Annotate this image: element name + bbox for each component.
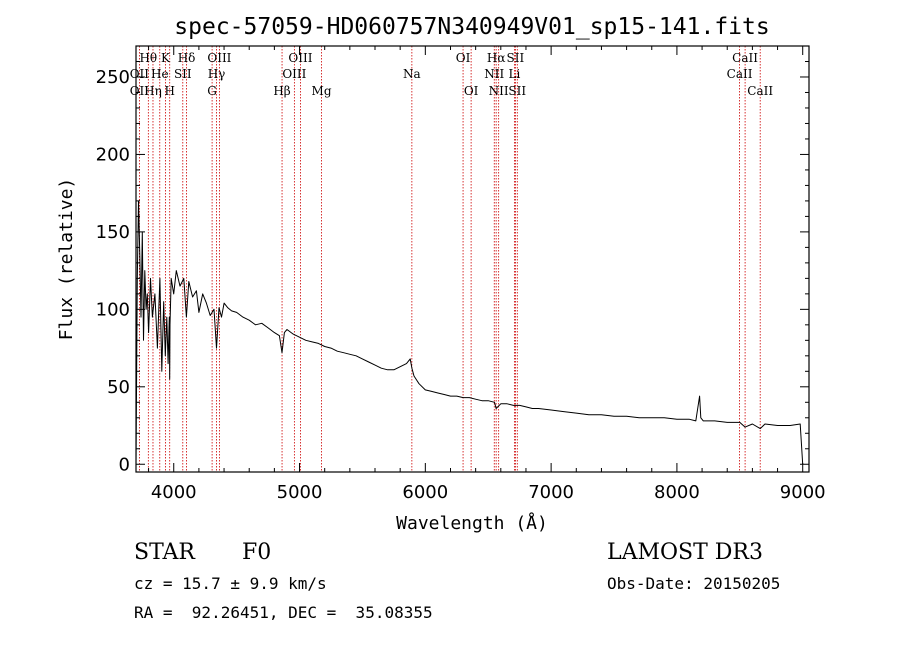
line-id-label: OIII bbox=[282, 67, 306, 81]
line-id-label: OIII bbox=[288, 51, 312, 65]
x-tick-label: 9000 bbox=[780, 482, 826, 503]
y-tick-label: 150 bbox=[96, 222, 130, 243]
coordinates: RA = 92.26451, DEC = 35.08355 bbox=[134, 603, 433, 622]
line-id-label: SII bbox=[507, 51, 525, 65]
y-tick-label: 100 bbox=[96, 299, 130, 320]
line-id-label: Hα bbox=[487, 51, 506, 65]
x-tick-label: 4000 bbox=[151, 482, 197, 503]
axes: 4000 5000 6000 7000 8000 9000 0 50 100 150 200 250 bbox=[96, 46, 826, 503]
x-axis-label: Wavelength (Å) bbox=[396, 512, 548, 534]
line-id-label: Hθ bbox=[139, 51, 157, 65]
line-id-label: OI bbox=[456, 51, 471, 65]
obs-date: Obs-Date: 20150205 bbox=[607, 574, 781, 593]
y-tick-label: 200 bbox=[96, 144, 130, 165]
line-id-label: SII bbox=[508, 84, 526, 98]
y-axis-label: Flux (relative) bbox=[56, 178, 77, 341]
line-id-label: Li bbox=[508, 67, 520, 81]
line-id-label: CaII bbox=[732, 51, 758, 65]
line-id-label: Hγ bbox=[208, 67, 226, 81]
line-id-label: Hδ bbox=[178, 51, 196, 65]
line-markers bbox=[138, 46, 761, 472]
line-id-label: OI bbox=[464, 84, 479, 98]
line-id-label: NII bbox=[484, 67, 504, 81]
line-id-label: H bbox=[164, 84, 174, 98]
spectrum-series bbox=[135, 200, 804, 465]
x-tick-label: 6000 bbox=[402, 482, 448, 503]
line-id-label: OII bbox=[130, 84, 150, 98]
line-id-label: SII bbox=[174, 67, 192, 81]
line-id-label: Hη bbox=[144, 84, 162, 98]
y-tick-label: 250 bbox=[96, 67, 130, 88]
x-tick-label: 7000 bbox=[528, 482, 574, 503]
line-id-label: OIII bbox=[207, 51, 231, 65]
line-id-label: Mg bbox=[312, 84, 332, 98]
x-tick-label: 8000 bbox=[654, 482, 700, 503]
chart-title: spec-57059-HD060757N340949V01_sp15-141.f… bbox=[174, 14, 769, 40]
spectral-subclass: F0 bbox=[242, 540, 272, 565]
line-id-label: OII bbox=[130, 67, 150, 81]
y-tick-label: 50 bbox=[107, 377, 130, 398]
line-id-label: CaII bbox=[727, 67, 753, 81]
line-id-label: Hβ bbox=[273, 84, 290, 98]
object-type: STAR bbox=[134, 540, 195, 565]
x-tick-label: 5000 bbox=[277, 482, 323, 503]
line-id-label: G bbox=[207, 84, 217, 98]
y-tick-label: 0 bbox=[119, 454, 130, 475]
redshift-cz: cz = 15.7 ± 9.9 km/s bbox=[134, 574, 327, 593]
line-id-label: NII bbox=[489, 84, 509, 98]
survey-name: LAMOST DR3 bbox=[607, 540, 763, 565]
line-id-label: Na bbox=[403, 67, 421, 81]
line-id-label: He bbox=[151, 67, 169, 81]
line-id-label: K bbox=[161, 51, 171, 65]
plot-frame bbox=[135, 45, 810, 473]
spectrum-line bbox=[135, 200, 804, 465]
line-id-label: CaII bbox=[747, 84, 773, 98]
